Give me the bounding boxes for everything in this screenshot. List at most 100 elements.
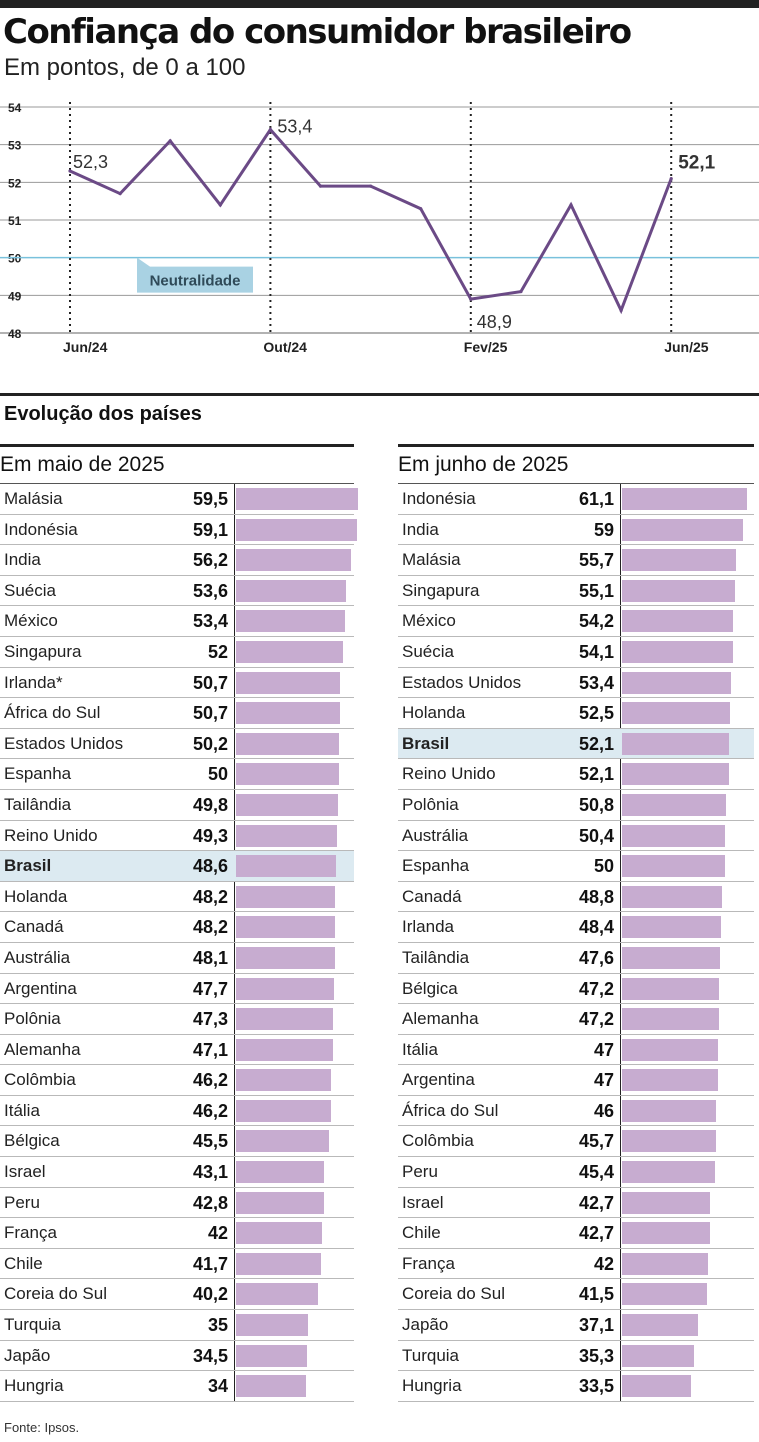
country-name: Argentina [4,978,77,998]
table-row: Japão 34,5 [0,1341,354,1372]
country-name: Canadá [402,886,462,906]
table-row: Austrália 48,1 [0,943,354,974]
country-name: França [402,1253,455,1273]
bar [236,1283,319,1306]
country-name: Turquia [4,1315,62,1335]
bar [236,610,346,633]
data-point [669,176,673,181]
panel-title-may: Em maio de 2025 [0,453,165,476]
table-row: Peru 45,4 [398,1157,754,1188]
table-row: Malásia 59,5 [0,484,358,515]
table-row: Tailândia 47,6 [398,943,754,974]
table-row: Holanda 52,5 [398,698,754,729]
table-row: Singapura 52 [0,637,354,668]
table-row: México 54,2 [398,606,754,637]
line-chart: 48 49 50 51 52 53 54 Neutralidade Jun/24 Out/24 Fe… [0,101,759,355]
table-row: Espanha 50 [0,759,354,790]
value-label: 54,1 [578,641,614,662]
bar [622,671,732,694]
table-row: Indonésia 61,1 [398,484,754,515]
data-label: 52,3 [73,152,108,172]
table-row: Canadá 48,2 [0,912,354,943]
country-name: Argentina [402,1070,475,1090]
bar [622,1008,719,1031]
country-name: Itália [4,1100,40,1120]
table-row: Bélgica 47,2 [398,974,754,1005]
bar [622,488,748,510]
country-name: Espanha [4,764,72,784]
country-name: Israel [402,1192,444,1212]
value-label: 34 [207,1376,228,1397]
bar [236,518,358,541]
table-row: Bélgica 45,5 [0,1126,354,1158]
value-label: 50,7 [192,703,228,724]
bar [622,885,723,908]
table-row: Suécia 54,1 [398,637,754,668]
country-name: Itália [402,1039,438,1059]
bar [236,579,346,602]
country-name: França [4,1223,57,1243]
bar [236,1375,306,1398]
source-note: Fonte: Ipsos. [4,1420,80,1435]
value-label: 41,5 [578,1284,614,1305]
country-name: Estados Unidos [4,733,124,753]
bar [622,1130,716,1153]
value-label: 42,8 [192,1192,228,1213]
section-title: Evolução dos países [4,403,202,425]
panel-may: Em maio de 2025 Malásia 59,5 Indonésia 59,1… [0,444,358,1402]
bar [236,763,339,786]
bar [622,518,743,541]
value-label: 43,1 [192,1162,228,1183]
value-divider-line [620,484,621,1402]
bar [622,579,735,602]
table-row: Chile 42,7 [398,1218,754,1249]
data-point [168,139,172,143]
value-label: 47,1 [192,1039,228,1060]
panel-june: Em junho de 2025 Indonésia 61,1 India 59 Mal… [398,444,754,1402]
table-row: Hungria 33,5 [398,1371,754,1402]
page-title: Confiança do consumidor brasileiro [3,12,632,52]
table-row: Polônia 47,3 [0,1004,354,1035]
country-name: Brasil [402,733,450,753]
country-name: Tailândia [402,947,470,967]
value-label: 61,1 [578,489,614,509]
bar [236,488,358,510]
neutral-label: Neutralidade [150,273,241,290]
country-name: Peru [402,1162,438,1182]
country-name: Suécia [402,641,454,661]
country-name: México [4,611,58,631]
panel-title-june: Em junho de 2025 [398,453,569,476]
value-label: 49,3 [192,825,228,846]
table-row: Suécia 53,6 [0,576,354,607]
country-name: India [402,519,439,539]
country-name: Turquia [402,1345,460,1365]
country-name: Austrália [402,825,469,845]
value-label: 48,2 [192,886,228,907]
section-divider [0,393,759,396]
table-row: Alemanha 47,1 [0,1035,354,1066]
bar [236,1099,331,1122]
top-rule [0,0,759,8]
y-tick-label: 53 [8,139,22,153]
bar [236,977,334,1000]
x-tick-label: Jun/24 [63,339,108,355]
table-row: Turquia 35 [0,1310,354,1341]
table-row: Itália 47 [398,1035,754,1066]
table-row: Itália 46,2 [0,1096,354,1127]
bar [236,916,335,939]
value-label: 37,1 [578,1315,614,1336]
country-name: Bélgica [402,978,458,998]
data-label: 48,9 [477,312,512,332]
country-name: Singapura [4,641,82,661]
bar [622,1099,717,1122]
country-name: Holanda [402,703,466,723]
value-label: 34,5 [192,1345,228,1366]
bar [622,1222,710,1245]
bar [236,855,336,878]
value-label: 55,7 [578,550,614,571]
bar [622,702,730,725]
table-row: Irlanda* 50,7 [0,668,354,699]
data-label: 53,4 [277,117,312,137]
bar [622,793,727,816]
bar [236,702,340,725]
